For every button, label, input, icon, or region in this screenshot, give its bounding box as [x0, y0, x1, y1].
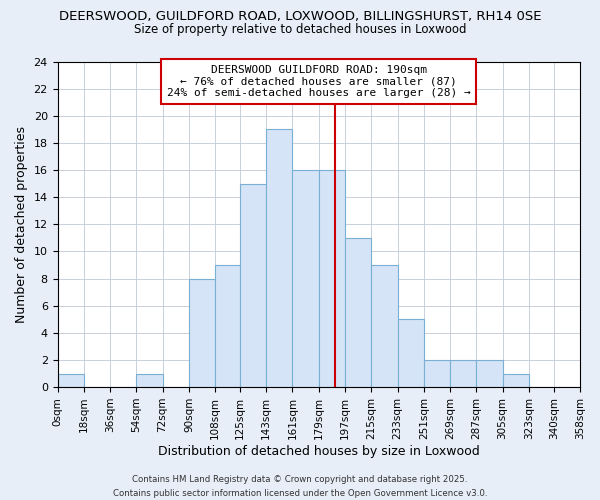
Bar	[292, 170, 319, 387]
Bar	[266, 130, 292, 387]
Text: DEERSWOOD, GUILDFORD ROAD, LOXWOOD, BILLINGSHURST, RH14 0SE: DEERSWOOD, GUILDFORD ROAD, LOXWOOD, BILL…	[59, 10, 541, 23]
Bar	[345, 238, 371, 387]
Bar	[136, 374, 163, 387]
Bar	[189, 278, 215, 387]
Text: Size of property relative to detached houses in Loxwood: Size of property relative to detached ho…	[134, 22, 466, 36]
Bar	[450, 360, 476, 387]
Text: DEERSWOOD GUILDFORD ROAD: 190sqm
← 76% of detached houses are smaller (87)
24% o: DEERSWOOD GUILDFORD ROAD: 190sqm ← 76% o…	[167, 65, 470, 98]
Bar	[58, 374, 84, 387]
X-axis label: Distribution of detached houses by size in Loxwood: Distribution of detached houses by size …	[158, 444, 479, 458]
Bar	[424, 360, 450, 387]
Text: Contains HM Land Registry data © Crown copyright and database right 2025.
Contai: Contains HM Land Registry data © Crown c…	[113, 476, 487, 498]
Bar	[476, 360, 503, 387]
Bar	[240, 184, 266, 387]
Bar	[398, 320, 424, 387]
Bar	[215, 265, 240, 387]
Bar	[319, 170, 345, 387]
Bar	[503, 374, 529, 387]
Y-axis label: Number of detached properties: Number of detached properties	[15, 126, 28, 323]
Bar	[371, 265, 398, 387]
